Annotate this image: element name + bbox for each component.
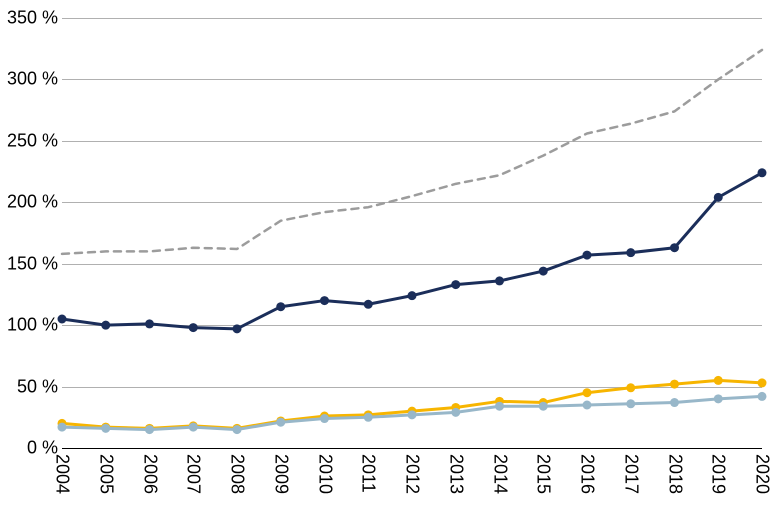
series-light-blue-marker	[364, 413, 373, 422]
series-navy-marker	[145, 319, 154, 328]
x-tick-label: 2006	[139, 454, 160, 494]
y-tick-label: 150 %	[7, 253, 62, 274]
line-chart: 0 %50 %100 %150 %200 %250 %300 %350 %200…	[0, 0, 778, 518]
series-navy-marker	[408, 291, 417, 300]
series-navy-marker	[364, 300, 373, 309]
x-tick-label: 2009	[270, 454, 291, 494]
x-tick-label: 2018	[664, 454, 685, 494]
x-tick-label: 2010	[314, 454, 335, 494]
series-light-blue-marker	[758, 392, 767, 401]
series-light-blue-marker	[451, 408, 460, 417]
series-yellow-marker	[583, 388, 592, 397]
series-navy-marker	[495, 276, 504, 285]
series-navy-marker	[714, 193, 723, 202]
y-tick-label: 50 %	[17, 376, 62, 397]
series-light-blue-marker	[539, 402, 548, 411]
series-navy-marker	[58, 315, 67, 324]
series-navy-marker	[276, 302, 285, 311]
series-light-blue-marker	[189, 423, 198, 432]
series-light-blue-marker	[58, 423, 67, 432]
x-tick-label: 2013	[445, 454, 466, 494]
series-light-blue-marker	[714, 394, 723, 403]
x-tick-label: 2014	[489, 454, 510, 494]
series-yellow-marker	[714, 376, 723, 385]
x-tick-label: 2020	[752, 454, 773, 494]
series-navy-marker	[233, 324, 242, 333]
series-navy-marker	[539, 267, 548, 276]
series-light-blue-marker	[233, 425, 242, 434]
x-tick-label: 2005	[95, 454, 116, 494]
series-light-blue-marker	[670, 398, 679, 407]
y-tick-label: 300 %	[7, 69, 62, 90]
series-navy-marker	[626, 248, 635, 257]
x-tick-label: 2019	[708, 454, 729, 494]
y-tick-label: 200 %	[7, 192, 62, 213]
series-light-blue-marker	[408, 410, 417, 419]
series-dashed-grey-line	[62, 50, 762, 254]
plot-area: 0 %50 %100 %150 %200 %250 %300 %350 %200…	[62, 18, 762, 448]
x-tick-label: 2012	[402, 454, 423, 494]
series-yellow-marker	[670, 380, 679, 389]
series-yellow-marker	[626, 383, 635, 392]
series-navy-marker	[583, 251, 592, 260]
y-gridline	[62, 448, 762, 449]
x-tick-label: 2011	[358, 454, 379, 493]
series-light-blue-marker	[320, 414, 329, 423]
series-light-blue-marker	[495, 402, 504, 411]
series-navy-marker	[189, 323, 198, 332]
series-layer	[62, 18, 762, 448]
series-light-blue-marker	[145, 425, 154, 434]
series-light-blue-marker	[101, 424, 110, 433]
x-tick-label: 2015	[533, 454, 554, 494]
y-tick-label: 100 %	[7, 315, 62, 336]
series-navy-marker	[758, 168, 767, 177]
series-light-blue-marker	[276, 418, 285, 427]
series-navy-marker	[101, 321, 110, 330]
series-navy-marker	[451, 280, 460, 289]
x-tick-label: 2017	[620, 454, 641, 494]
y-tick-label: 250 %	[7, 130, 62, 151]
x-tick-label: 2004	[52, 454, 73, 494]
series-navy-marker	[670, 243, 679, 252]
series-light-blue-marker	[583, 401, 592, 410]
x-tick-label: 2016	[577, 454, 598, 494]
series-light-blue-marker	[626, 399, 635, 408]
series-yellow-marker	[758, 378, 767, 387]
series-navy-marker	[320, 296, 329, 305]
x-tick-label: 2008	[227, 454, 248, 494]
y-tick-label: 350 %	[7, 8, 62, 29]
x-tick-label: 2007	[183, 454, 204, 494]
